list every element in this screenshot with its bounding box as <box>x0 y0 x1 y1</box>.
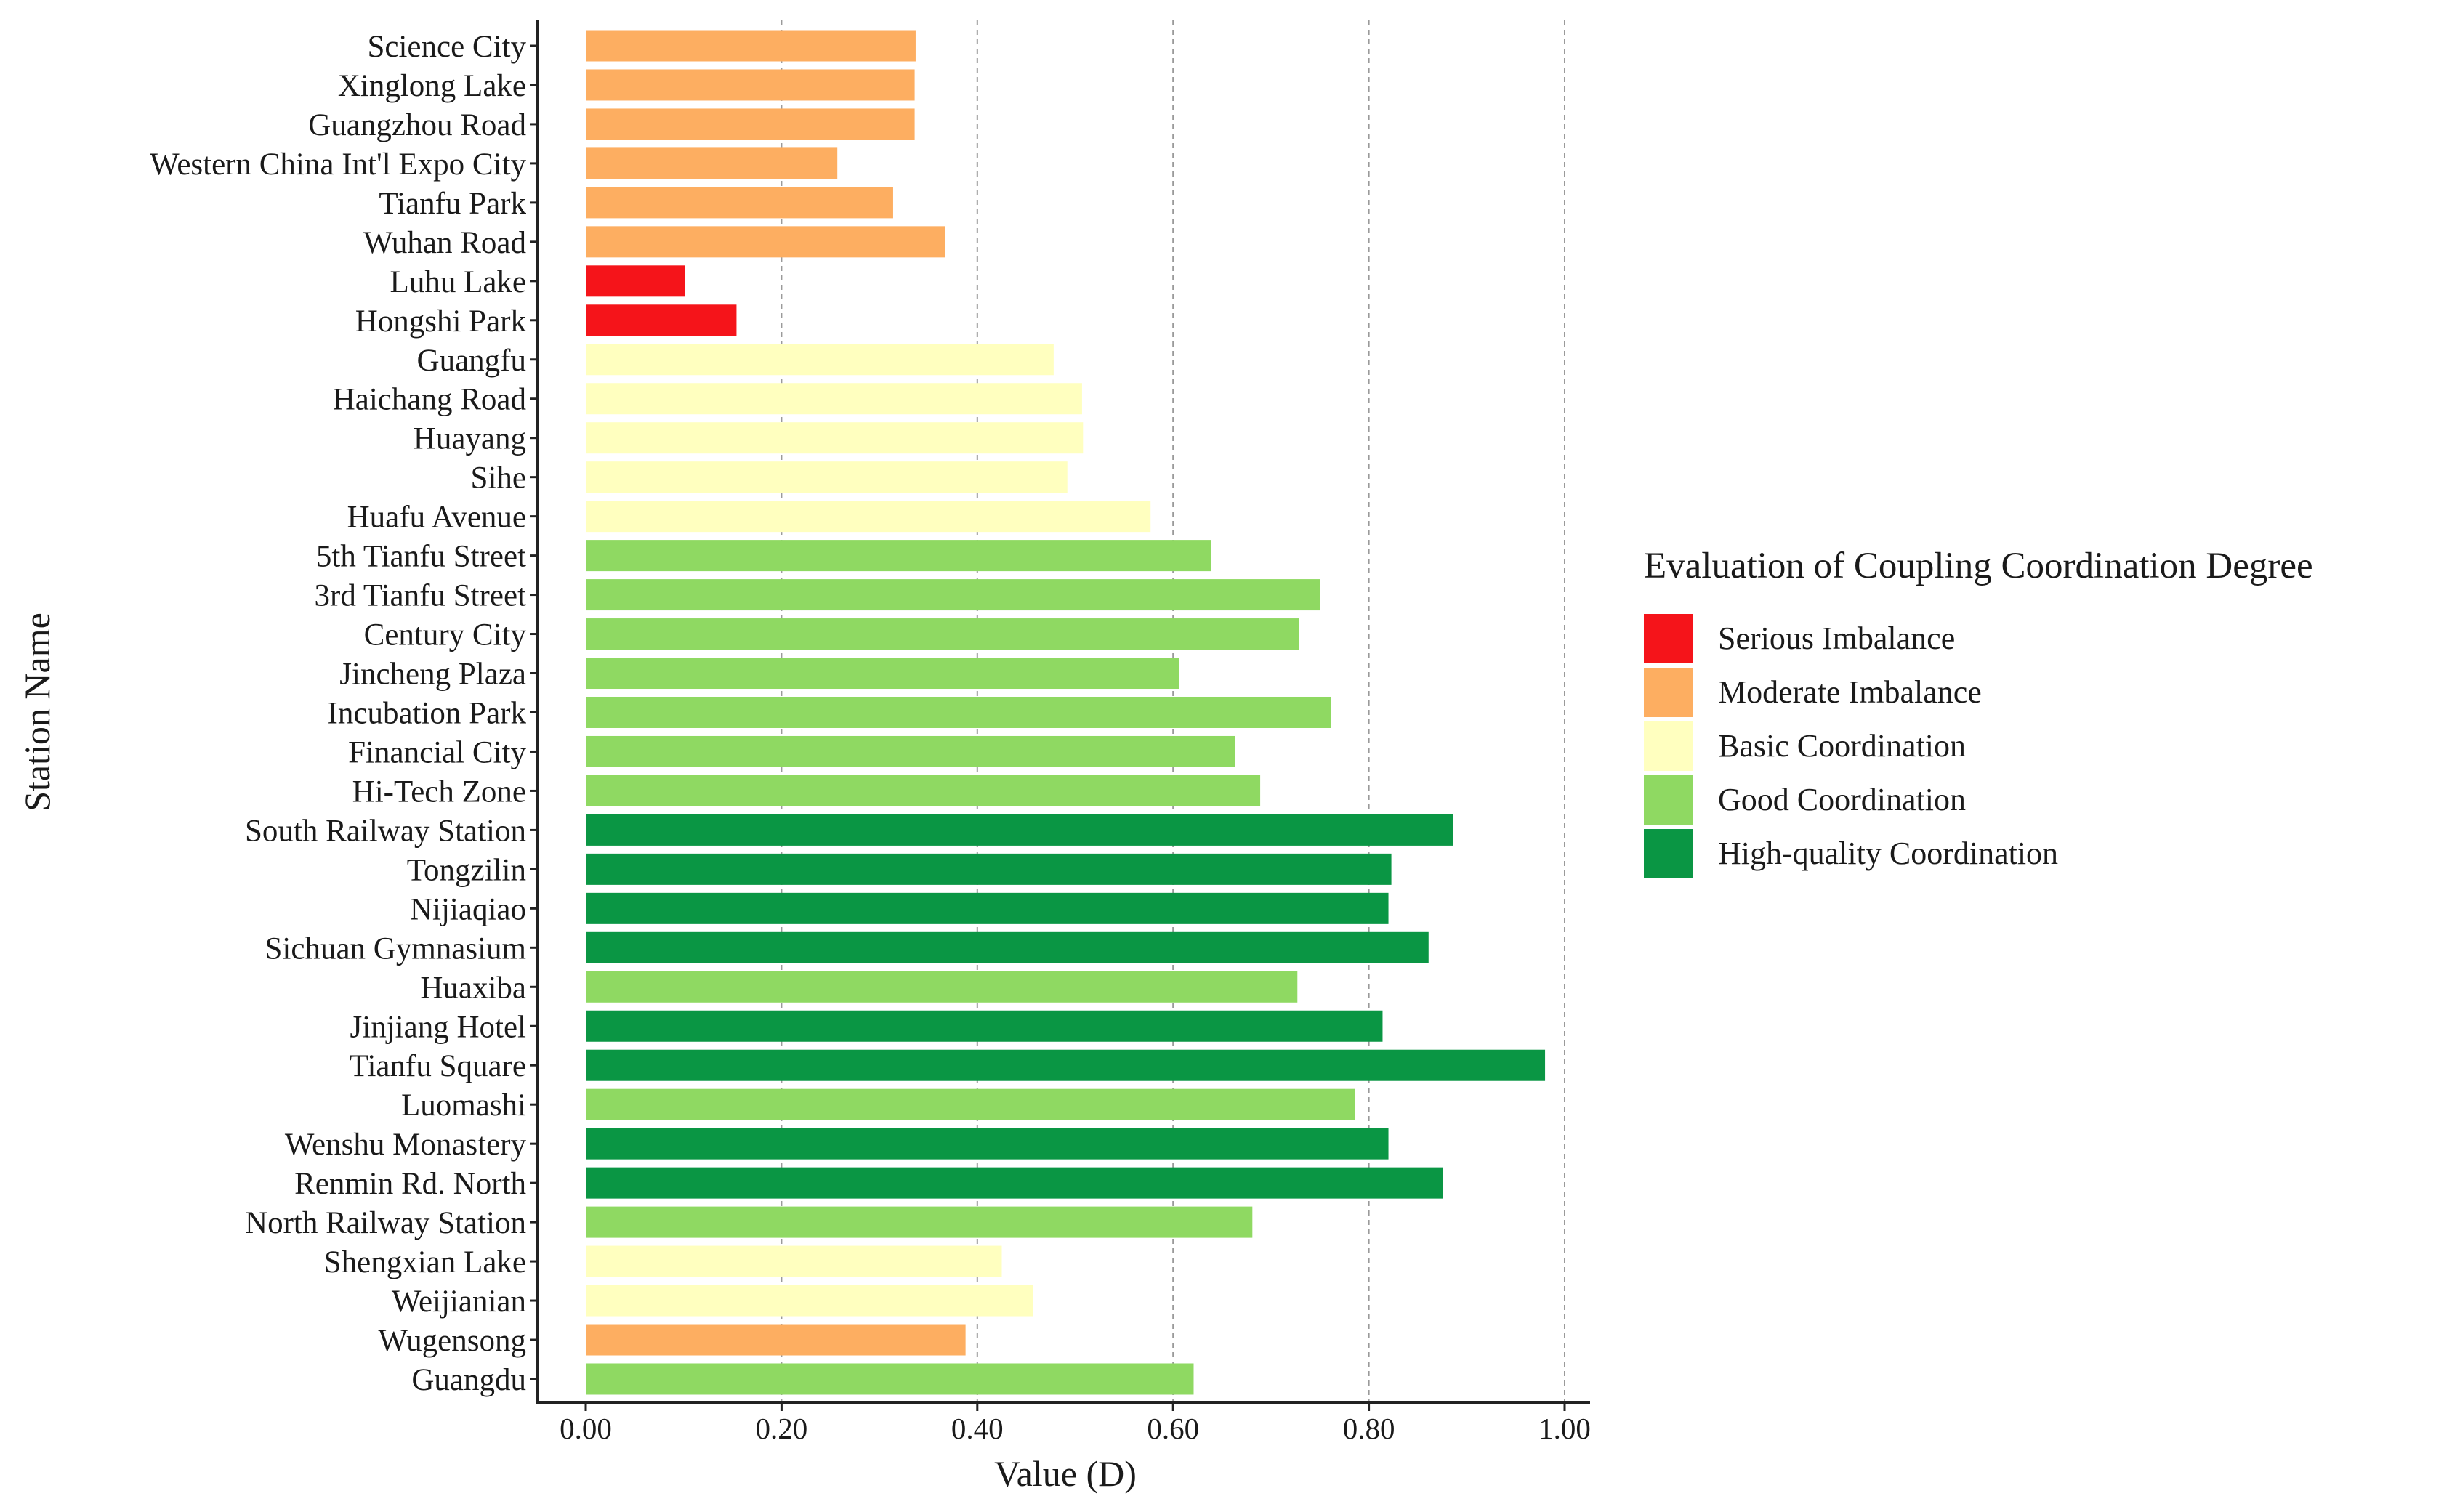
station-label: Hongshi Park <box>355 304 527 339</box>
bar-western-china-int-l-expo-city <box>586 147 838 179</box>
bar-hongshi-park <box>586 304 737 336</box>
legend-swatch-moderate <box>1644 668 1693 717</box>
station-label: Tongzilin <box>407 853 526 887</box>
legend-swatch-high <box>1644 829 1693 878</box>
bar-tongzilin <box>586 853 1392 885</box>
station-label: Shengxian Lake <box>324 1245 526 1279</box>
bar-3rd-tianfu-street <box>586 579 1320 611</box>
bar-wuhan-road <box>586 226 945 258</box>
station-labels: Science City Xinglong Lake Guangzhou Road W… <box>150 30 526 1397</box>
x-tick-label: 1.00 <box>1538 1412 1591 1445</box>
station-label: Incubation Park <box>328 696 527 730</box>
station-label: Sichuan Gymnasium <box>265 931 527 966</box>
station-label: Wenshu Monastery <box>285 1128 527 1162</box>
y-axis-title: Station Name <box>17 613 57 812</box>
station-label: 5th Tianfu Street <box>316 540 526 574</box>
x-tick-label: 0.80 <box>1343 1412 1395 1445</box>
bar-south-railway-station <box>586 814 1453 846</box>
station-label: Huafu Avenue <box>347 501 526 535</box>
station-label: Jincheng Plaza <box>339 658 526 692</box>
bar-tianfu-square <box>586 1049 1546 1081</box>
station-label: Luomashi <box>401 1088 526 1123</box>
station-label: Tianfu Square <box>350 1049 526 1083</box>
station-label: Science City <box>367 30 526 64</box>
station-label: Guangfu <box>417 344 526 378</box>
legend-label-high: High-quality Coordination <box>1718 836 2058 871</box>
station-label: Guangdu <box>411 1363 526 1397</box>
station-label: 3rd Tianfu Street <box>315 579 527 613</box>
station-label: North Railway Station <box>245 1206 526 1240</box>
bar-guangdu <box>586 1363 1194 1395</box>
bar-tianfu-park <box>586 187 893 219</box>
legend-swatch-basic <box>1644 721 1693 771</box>
station-label: Tianfu Park <box>379 187 526 221</box>
station-label: Century City <box>364 618 527 652</box>
station-label: Renmin Rd. North <box>294 1167 526 1201</box>
station-label: South Railway Station <box>245 814 526 848</box>
bar-financial-city <box>586 735 1235 767</box>
bar-wugensong <box>586 1324 966 1356</box>
bar-science-city <box>586 30 916 62</box>
bar-luomashi <box>586 1088 1355 1120</box>
bar-5th-tianfu-street <box>586 540 1211 572</box>
x-tick-labels: 0.00 0.20 0.40 0.60 0.80 1.00 <box>560 1412 1591 1445</box>
bar-north-railway-station <box>586 1206 1253 1238</box>
bar-haichang-road <box>586 383 1082 415</box>
bar-guangfu <box>586 344 1054 376</box>
station-label: Wuhan Road <box>363 226 526 260</box>
station-label: Huaxiba <box>420 971 526 1005</box>
station-label: Nijiaqiao <box>410 892 526 926</box>
station-label: Haichang Road <box>333 383 526 417</box>
bar-nijiaqiao <box>586 892 1389 924</box>
legend-title: Evaluation of Coupling Coordination Degr… <box>1644 546 2313 586</box>
legend: Evaluation of Coupling Coordination Degr… <box>1644 546 2313 878</box>
station-label: Western China Int'l Expo City <box>150 147 526 182</box>
station-label: Wugensong <box>378 1324 526 1358</box>
x-tick-label: 0.60 <box>1147 1412 1199 1445</box>
bars <box>586 30 1546 1395</box>
bar-huaxiba <box>586 971 1298 1003</box>
bar-shengxian-lake <box>586 1245 1002 1277</box>
bar-renmin-rd-north <box>586 1167 1443 1199</box>
station-label: Luhu Lake <box>390 265 526 299</box>
bar-sihe <box>586 461 1068 493</box>
axes <box>530 20 1590 1411</box>
bar-sichuan-gymnasium <box>586 931 1429 963</box>
bar-xinglong-lake <box>586 69 915 101</box>
station-label: Hi-Tech Zone <box>352 775 526 809</box>
station-label: Sihe <box>471 461 526 496</box>
station-label: Jinjiang Hotel <box>350 1010 526 1044</box>
bar-incubation-park <box>586 696 1331 728</box>
x-tick-label: 0.20 <box>756 1412 808 1445</box>
bar-jincheng-plaza <box>586 658 1179 690</box>
x-axis-title: Value (D) <box>994 1453 1137 1494</box>
bar-wenshu-monastery <box>586 1128 1389 1160</box>
legend-label-good: Good Coordination <box>1718 782 1966 817</box>
legend-label-moderate: Moderate Imbalance <box>1718 674 1982 710</box>
legend-label-basic: Basic Coordination <box>1718 728 1966 764</box>
station-label: Guangzhou Road <box>308 108 526 142</box>
bar-hi-tech-zone <box>586 775 1261 806</box>
x-tick-label: 0.40 <box>951 1412 1004 1445</box>
station-label: Huayang <box>414 422 526 456</box>
bar-century-city <box>586 618 1299 650</box>
legend-swatch-good <box>1644 775 1693 825</box>
bar-huayang <box>586 422 1084 454</box>
legend-label-serious: Serious Imbalance <box>1718 620 1955 656</box>
station-label: Xinglong Lake <box>338 69 526 103</box>
station-label: Weijianian <box>392 1285 526 1319</box>
bar-jinjiang-hotel <box>586 1010 1383 1042</box>
bar-weijianian <box>586 1285 1033 1317</box>
station-label: Financial City <box>348 735 526 769</box>
legend-swatch-serious <box>1644 614 1693 663</box>
bar-guangzhou-road <box>586 108 915 140</box>
bar-huafu-avenue <box>586 501 1151 533</box>
x-tick-label: 0.00 <box>560 1412 612 1445</box>
bar-luhu-lake <box>586 265 685 297</box>
